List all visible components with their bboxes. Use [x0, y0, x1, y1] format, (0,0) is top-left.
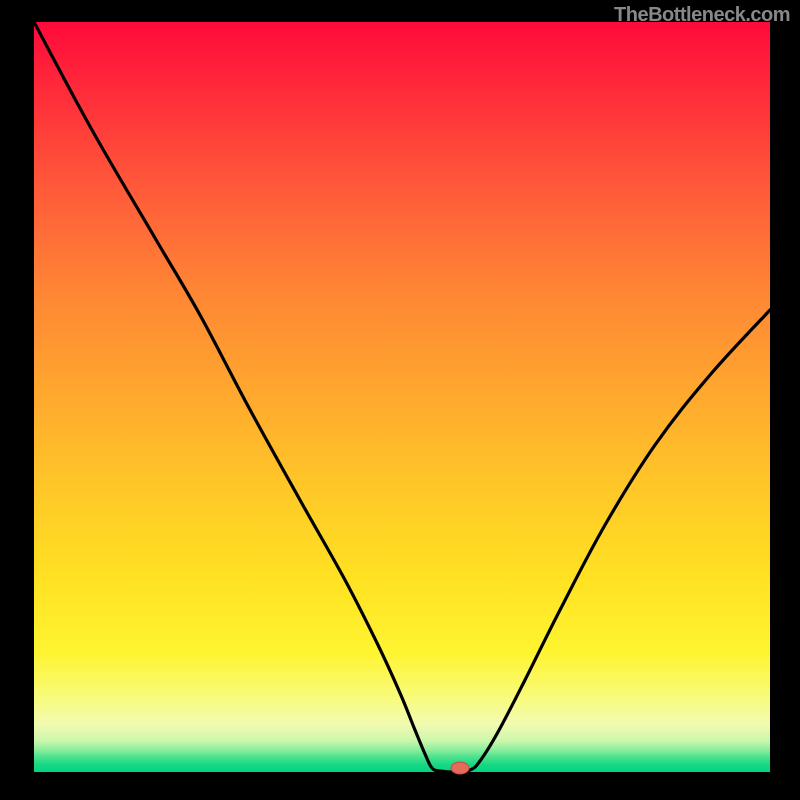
- bottleneck-chart: [0, 0, 800, 800]
- optimal-point-marker: [451, 762, 469, 774]
- watermark-text: TheBottleneck.com: [614, 4, 790, 27]
- gradient-plot-area: [34, 22, 770, 772]
